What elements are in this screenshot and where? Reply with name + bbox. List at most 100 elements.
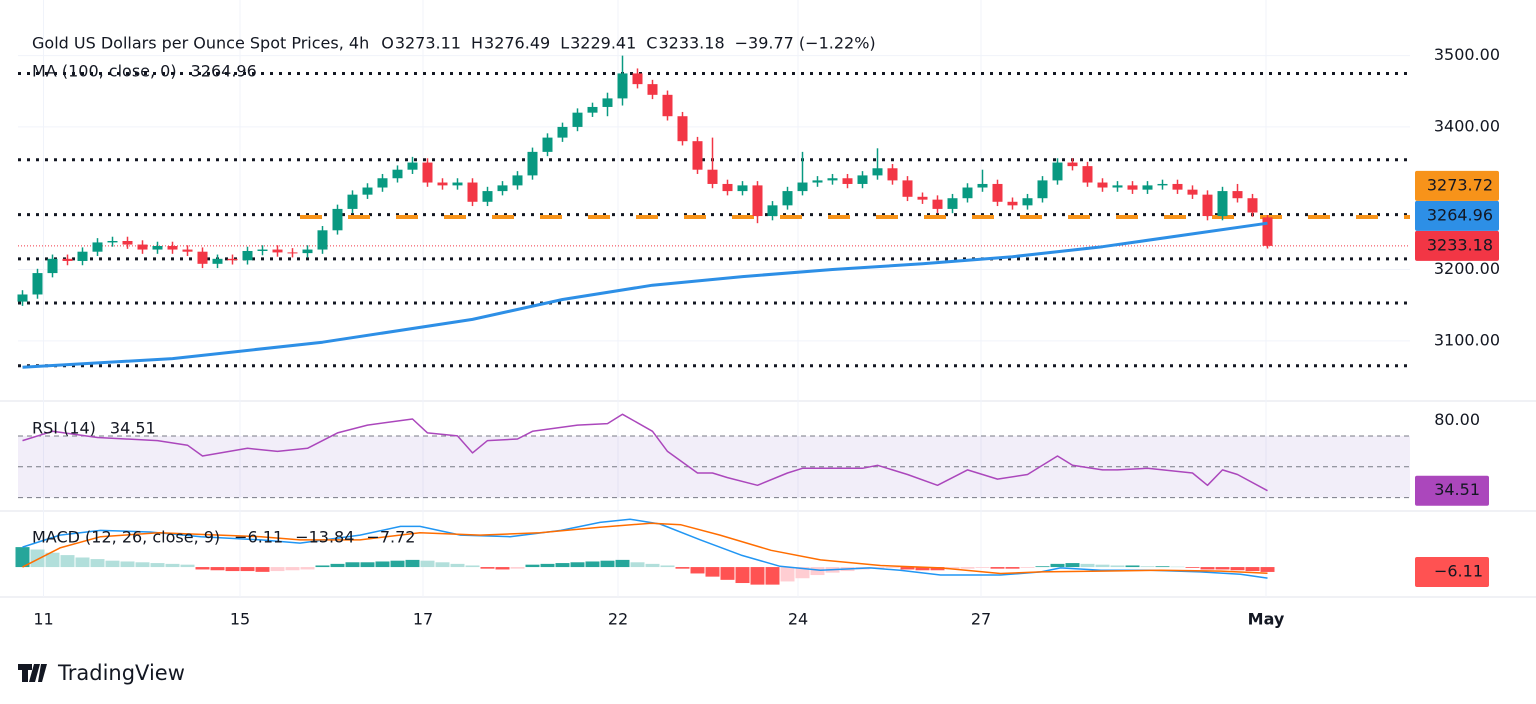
macd-histogram-bar <box>540 563 555 568</box>
candle-body <box>692 141 703 170</box>
macd-histogram-bar <box>780 567 795 582</box>
macd-histogram-bar <box>225 567 240 572</box>
macd-histogram-bar <box>960 567 975 569</box>
candle-body <box>542 137 553 152</box>
candle-body <box>1247 198 1258 213</box>
marks <box>15 55 1410 585</box>
macd-histogram-bar <box>30 549 45 568</box>
candle-body <box>857 175 868 184</box>
macd-histogram-bar <box>165 563 180 568</box>
macd-histogram-bar <box>285 567 300 571</box>
candle-body <box>752 185 763 217</box>
ohlc-key: L <box>560 34 569 53</box>
macd-histogram-bar <box>795 567 810 579</box>
macd-histogram-bar <box>15 547 30 568</box>
candle-body <box>947 198 958 209</box>
candle-body <box>1007 201 1018 206</box>
price-badge <box>1415 230 1499 261</box>
candle-body <box>317 230 328 250</box>
brand: TradingView <box>57 661 185 685</box>
macd-histogram-bar <box>660 565 675 568</box>
ma-value: 3264.96 <box>191 62 257 81</box>
candle-body <box>422 162 433 183</box>
candle-body <box>1187 189 1198 195</box>
macd-histogram-bar <box>585 561 600 568</box>
macd-histogram-bar <box>1230 567 1245 571</box>
macd-histogram-bar <box>330 563 345 568</box>
ma-line <box>22 221 1268 369</box>
rsi-tick-label: 80.00 <box>1434 410 1480 429</box>
candle-body <box>647 84 658 95</box>
macd-histogram-bar <box>885 567 900 568</box>
macd-histogram-bar <box>1050 563 1065 568</box>
candle-body <box>152 245 163 250</box>
macd-histogram-bar <box>60 555 75 568</box>
macd-histogram-bar <box>1260 567 1275 572</box>
ohlc-value: 3233.18 <box>658 34 724 53</box>
candle-body <box>92 242 103 252</box>
candle-body <box>1067 162 1078 167</box>
candle-body <box>617 73 628 99</box>
candle-body <box>602 98 613 107</box>
y-tick-label: 3400.00 <box>1434 116 1500 135</box>
background <box>0 0 1536 598</box>
candle-body <box>32 273 43 295</box>
x-tick-label: 17 <box>413 610 433 629</box>
macd-signal-value: −7.72 <box>366 528 415 547</box>
candle-body <box>407 162 418 170</box>
x-tick-label: 27 <box>971 610 991 629</box>
candle-body <box>137 244 148 250</box>
candle-body <box>722 183 733 192</box>
macd-histogram-bar <box>750 567 765 585</box>
candle-body <box>122 240 133 245</box>
price-badge-label: 3273.72 <box>1427 175 1493 194</box>
candle-body <box>767 205 778 217</box>
macd-histogram-bar <box>90 559 105 568</box>
macd-histogram-bar <box>420 560 435 568</box>
candle-body <box>962 187 973 199</box>
macd-histogram-bar <box>150 563 165 568</box>
macd-histogram-bar <box>1065 563 1080 568</box>
candle-body <box>977 183 988 188</box>
macd-histogram-bar <box>450 563 465 568</box>
macd-histogram-bar <box>975 567 990 568</box>
macd-histogram-bar <box>690 567 705 574</box>
x-tick-label: 24 <box>788 610 808 629</box>
macd-histogram-bar <box>1005 567 1020 569</box>
macd-histogram-bar <box>510 567 525 569</box>
macd-histogram-bar <box>270 567 285 572</box>
price-badge-label: 3233.18 <box>1427 235 1493 254</box>
rsi-badge-label: 34.51 <box>1434 480 1480 499</box>
y-tick-label: 3200.00 <box>1434 259 1500 278</box>
macd-histogram-bar <box>105 560 120 568</box>
macd-histogram-bar <box>645 563 660 568</box>
macd-histogram-bar <box>435 562 450 568</box>
rsi-badge <box>1415 475 1489 506</box>
brand-logo <box>18 664 47 682</box>
x-tick-label: 22 <box>608 610 628 629</box>
macd-histogram-bar <box>810 567 825 576</box>
macd-histogram-bar <box>180 564 195 568</box>
macd-histogram-bar <box>765 567 780 585</box>
candle-body <box>842 178 853 184</box>
candle-body <box>1112 185 1123 188</box>
macd-histogram-bar <box>345 562 360 568</box>
macd-histogram-bar <box>495 567 510 570</box>
candle-body <box>497 185 508 192</box>
candle-body <box>587 106 598 113</box>
signal-line <box>22 522 1268 575</box>
macd-histogram-bar <box>1245 567 1260 572</box>
candle-body <box>227 258 238 261</box>
candle-body <box>362 187 373 195</box>
candle-body <box>1022 198 1033 206</box>
price-badge <box>1415 200 1499 231</box>
macd-histogram-bar <box>375 561 390 568</box>
macd-histogram-bar <box>240 567 255 572</box>
ohlc-key: C <box>646 34 657 53</box>
candle-body <box>1217 191 1228 217</box>
candle-body <box>737 185 748 192</box>
candle-body <box>1262 217 1273 246</box>
macd-histogram-bar <box>300 567 315 570</box>
candle-body <box>467 182 478 202</box>
